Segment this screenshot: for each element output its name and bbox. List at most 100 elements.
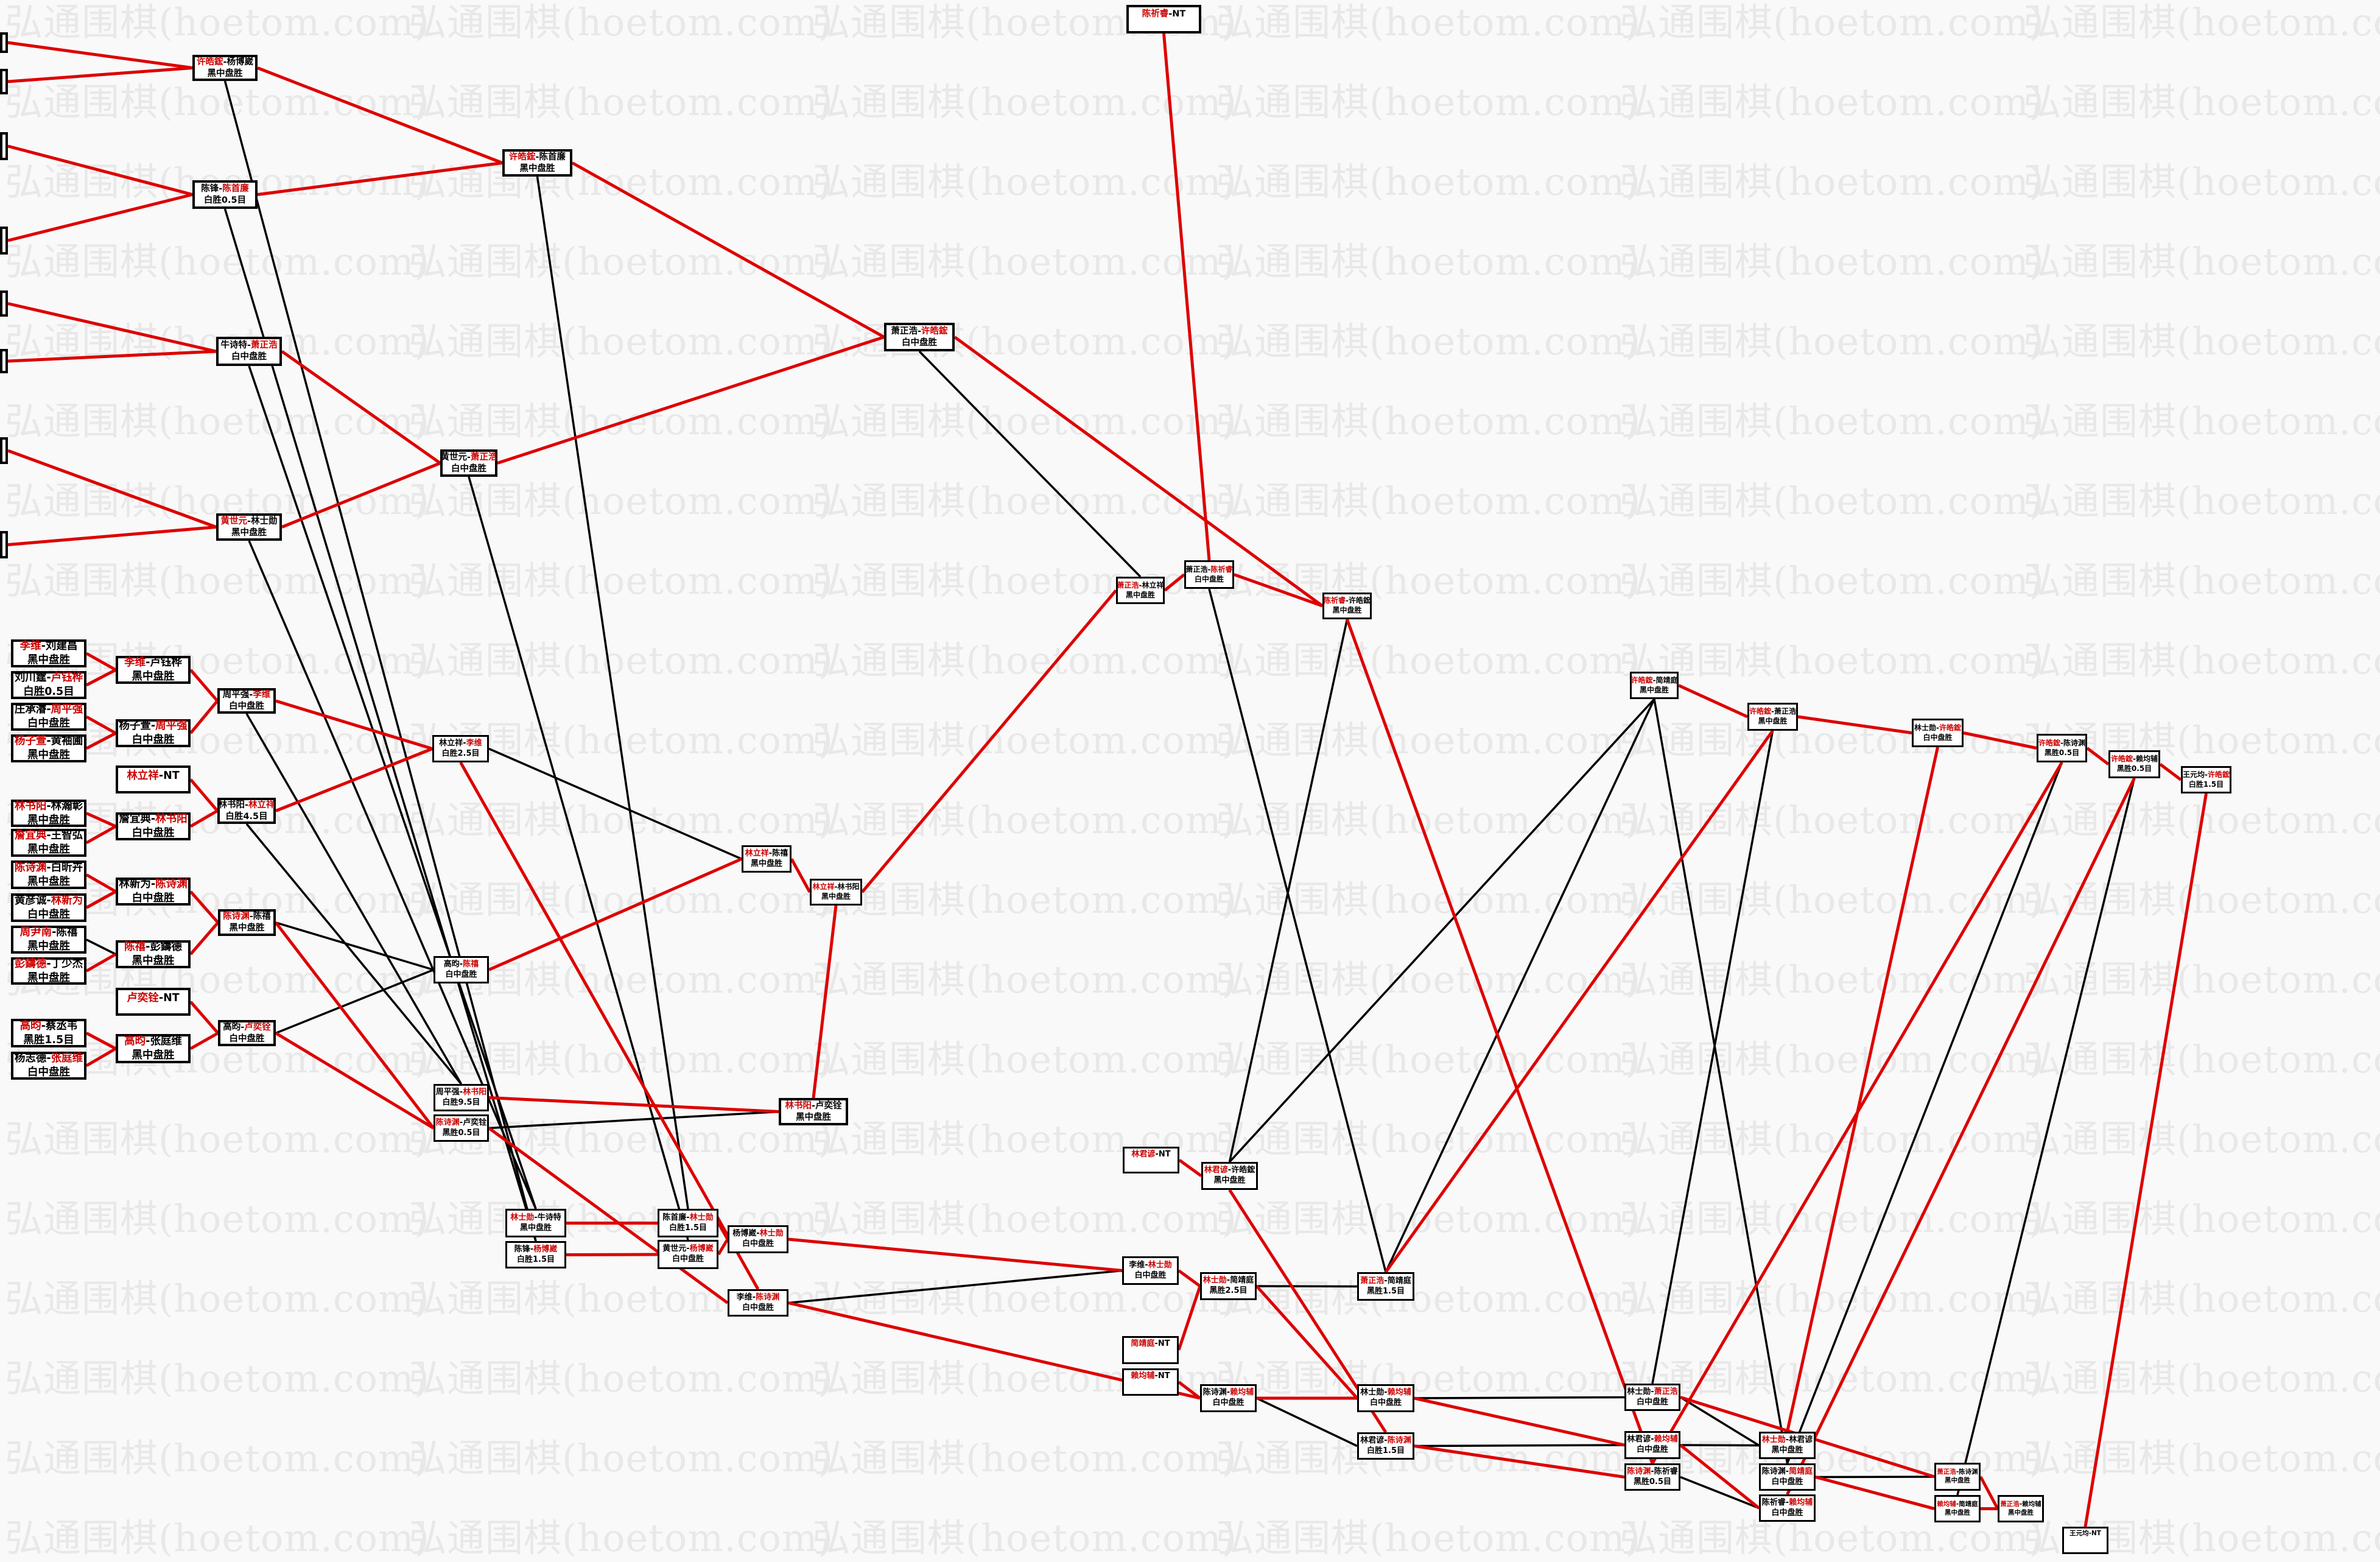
player-name: 林士勋: [1761, 1435, 1786, 1444]
match-result: 白胜0.5目: [23, 686, 74, 698]
match-players: 林立祥-NT: [127, 769, 179, 783]
match-result: 黑胜1.5目: [23, 1033, 74, 1046]
match-players: 陈诗渊-陈禧: [223, 911, 271, 923]
connector-line: [7, 302, 217, 353]
players-separator: -: [249, 690, 253, 700]
connector-line: [85, 873, 117, 893]
match-result: 白中盘胜: [27, 717, 70, 730]
watermark-text: 弘通围棋(hoetom.com): [409, 1356, 834, 1401]
player-name: 陈禧: [772, 848, 788, 858]
connector-line: [1679, 1444, 1760, 1510]
players-separator: -: [46, 829, 51, 842]
connector-line: [1255, 1285, 1358, 1399]
player-name: 陈诗渊: [155, 878, 188, 891]
players-separator: -: [686, 1244, 690, 1254]
match-result: 黑中盘胜: [27, 971, 70, 984]
watermark-text: 弘通围棋(hoetom.com): [1216, 80, 1641, 124]
watermark-text: 弘通围棋(hoetom.com): [812, 160, 1237, 204]
match-box: 许皓鋐-陈首廉 黑中盘胜: [502, 149, 572, 177]
connector-line: [1162, 33, 1211, 561]
match-box: 彭鑄德-丁少杰 黑中盘胜: [11, 957, 86, 985]
match-box: 陈诗渊-赖均辅 白中盘胜: [1200, 1384, 1257, 1412]
match-players: 林士勋-林君谚: [1762, 1435, 1813, 1446]
connector-line: [85, 952, 117, 973]
player-name: 周平强: [222, 690, 250, 700]
players-separator: -: [1154, 1371, 1158, 1381]
match-box: 陈诗渊-卢奕铨 黑胜0.5目: [434, 1114, 489, 1142]
player-name: 刘建昌: [45, 640, 78, 653]
player-name: NT: [2091, 1530, 2101, 1537]
player-name: NT: [1157, 1339, 1170, 1348]
connector-line: [275, 921, 435, 1130]
match-result: 白中盘胜: [1636, 1397, 1668, 1407]
player-name: 林士勋: [1148, 1260, 1172, 1270]
match-players: 卢奕铨-NT: [127, 991, 179, 1005]
player-name: NT: [1158, 1150, 1171, 1159]
match-players: 陈锋-陈首廉: [201, 183, 249, 195]
match-box: 杨博崴-林士勋 白中盘胜: [728, 1225, 788, 1253]
match-players: 李维-刘建昌: [20, 639, 78, 653]
connector-line: [85, 668, 117, 687]
player-name: 周平强: [51, 703, 83, 716]
player-name: 林士勋: [1914, 723, 1936, 732]
match-result: 黑中盘胜: [132, 1049, 175, 1061]
players-separator: -: [146, 941, 150, 954]
match-box: 陈诗渊-简靖庭 白中盘胜: [1759, 1463, 1816, 1491]
connector-line: [1414, 1396, 1625, 1447]
match-result: 白中盘胜: [1369, 1398, 1402, 1407]
player-name: 赖均辅: [1937, 1500, 1956, 1508]
match-players: 林君谚-赖均辅: [1627, 1435, 1677, 1445]
connector-line: [257, 161, 503, 196]
match-players: 林君谚-NT: [1131, 1150, 1170, 1160]
watermark-text: 弘通围棋(hoetom.com): [812, 80, 1237, 124]
player-name: 林君谚: [1627, 1435, 1651, 1444]
match-box: 陈诗渊-白昕卉 黑中盘胜: [11, 860, 86, 889]
match-players: 王元均-许皓鋐: [2183, 770, 2230, 780]
connector-line: [189, 890, 219, 924]
watermark-text: 弘通围棋(hoetom.com): [2023, 80, 2380, 124]
watermark-text: 弘通围棋(hoetom.com): [812, 638, 1237, 683]
connector-line: [1677, 684, 1749, 719]
watermark-text: 弘通围棋(hoetom.com): [409, 239, 834, 284]
match-result: 黑中盘胜: [132, 670, 175, 683]
connector-line: [717, 1238, 729, 1256]
match-players: 林士勋-许皓鋐: [1914, 723, 1961, 733]
players-separator: -: [1226, 1388, 1230, 1398]
watermark-text: 弘通围棋(hoetom.com): [409, 319, 834, 364]
match-result: 白中盘胜: [132, 827, 175, 839]
match-box: 林新为-陈诗渊 白中盘胜: [116, 878, 191, 906]
connector-line: [1786, 762, 2063, 1464]
watermark-text: 弘通围棋(hoetom.com): [1620, 0, 2045, 44]
match-players: 萧正浩-陈诗渊: [1937, 1468, 1978, 1477]
players-separator: -: [1139, 580, 1142, 589]
watermark-text: 弘通围棋(hoetom.com): [1620, 798, 2045, 842]
bracket-stub-box: [0, 349, 8, 373]
match-players: 高昀-张庭维: [124, 1035, 182, 1049]
player-name: 彭鑄德: [14, 957, 47, 970]
players-separator: -: [834, 882, 838, 892]
players-separator: -: [52, 926, 57, 939]
player-name: 林新为: [51, 894, 83, 907]
watermark-text: 弘通围棋(hoetom.com): [812, 1197, 1237, 1241]
match-box: 王元均-NT: [2062, 1527, 2108, 1554]
match-players: 萧正浩-简靖庭: [1360, 1276, 1411, 1287]
match-players: 赖均辅-简靖庭: [1937, 1500, 1978, 1509]
player-name: 陈诗渊: [223, 912, 250, 922]
match-result: 白胜4.5目: [225, 811, 268, 821]
player-name: 林士勋: [759, 1229, 784, 1239]
match-result: 白中盘胜: [742, 1239, 774, 1248]
players-separator: -: [463, 738, 466, 748]
player-name: 王元均: [2183, 770, 2205, 779]
player-name: 黄袖圃: [51, 735, 83, 748]
watermark-text: 弘通围棋(hoetom.com): [409, 1436, 834, 1480]
watermark-text: 弘通围棋(hoetom.com): [1216, 638, 1641, 683]
connector-line: [2083, 793, 2208, 1527]
players-separator: -: [247, 340, 251, 351]
player-name: 陈祈睿: [1210, 565, 1233, 574]
watermark-text: 弘通围棋(hoetom.com): [2023, 1037, 2380, 1082]
connector-line: [1256, 1397, 1358, 1448]
players-separator: -: [158, 992, 164, 1004]
match-players: 黄世元-杨博崴: [662, 1244, 713, 1254]
match-players: 高昀-蔡丞韦: [20, 1019, 78, 1033]
player-name: 陈禧: [124, 941, 146, 954]
